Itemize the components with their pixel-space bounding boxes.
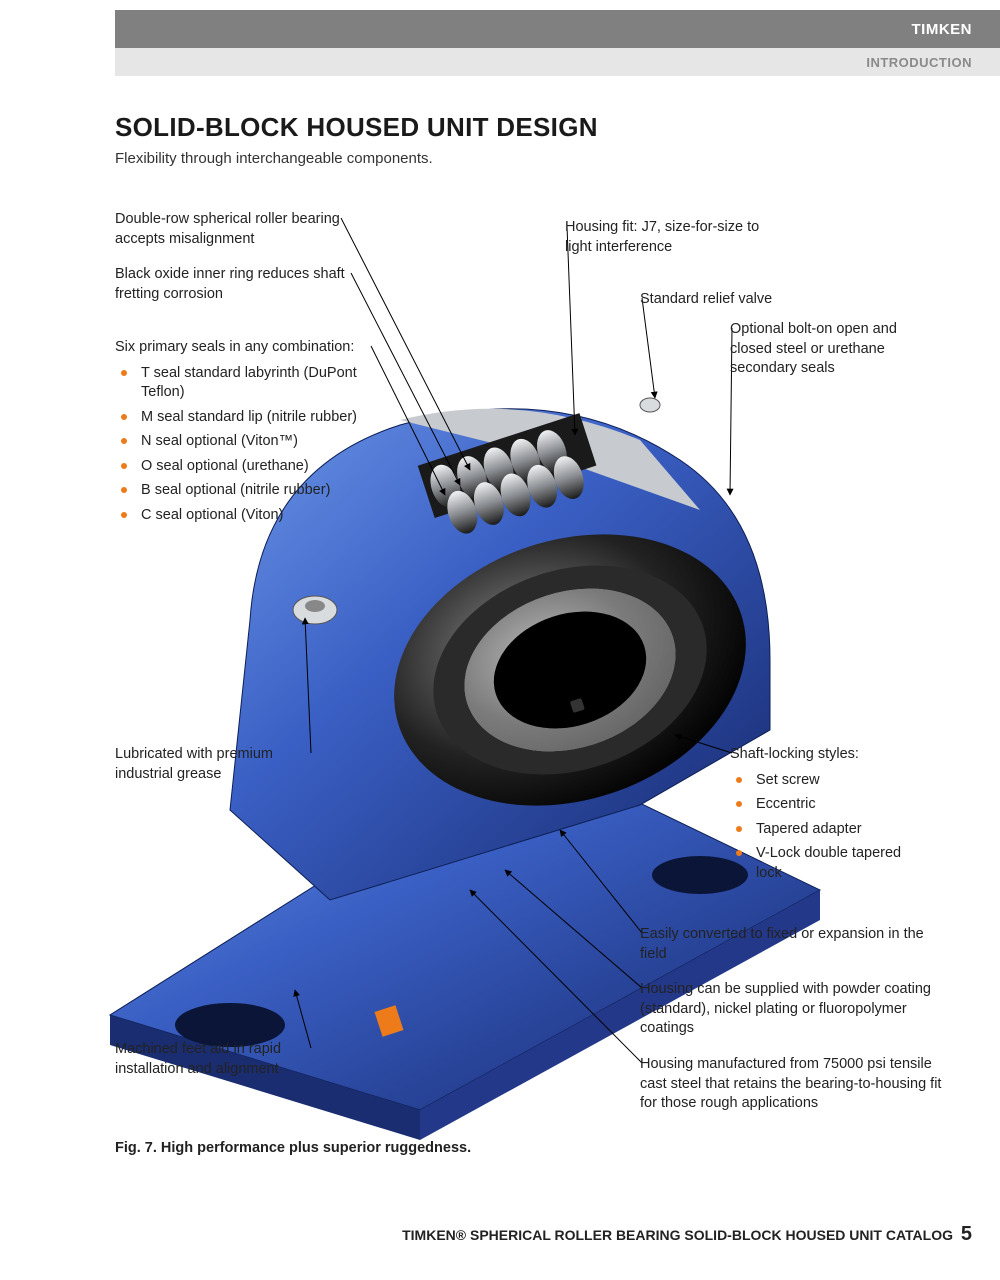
callout-relief: Standard relief valve [640,290,820,310]
list-item: Eccentric [752,795,930,815]
figure-caption: Fig. 7. High performance plus superior r… [115,1140,471,1156]
callout-text: Housing fit: J7, size-for-size to light … [565,218,785,257]
footer-text: TIMKEN® SPHERICAL ROLLER BEARING SOLID-B… [402,1227,953,1243]
list-item: Tapered adapter [752,820,930,840]
callout-text: Six primary seals in any combination: [115,338,375,358]
annotated-diagram: Double-row spherical roller bearing acce… [0,190,1000,1160]
callout-converted: Easily converted to fixed or expansion i… [640,925,940,964]
callout-secondary-seals: Optional bolt-on open and closed steel o… [730,320,930,379]
page-number: 5 [961,1223,972,1245]
callout-text: Shaft-locking styles: [730,745,930,765]
callout-text: Optional bolt-on open and closed steel o… [730,320,930,379]
callout-lubricated: Lubricated with premium industrial greas… [115,745,315,784]
brand-header: TIMKEN [115,10,1000,48]
callout-text: Lubricated with premium industrial greas… [115,745,315,784]
list-item: T seal standard labyrinth (DuPont Teflon… [137,364,375,403]
callout-text: Standard relief valve [640,290,820,310]
callout-text: Easily converted to fixed or expansion i… [640,925,940,964]
page-title: SOLID-BLOCK HOUSED UNIT DESIGN [115,112,598,143]
callout-seals: Six primary seals in any combination: T s… [115,338,375,531]
callout-housing-fit: Housing fit: J7, size-for-size to light … [565,218,785,257]
section-bar: INTRODUCTION [115,48,1000,76]
callout-text: Housing can be supplied with powder coat… [640,980,950,1039]
list-item: O seal optional (urethane) [137,457,375,477]
page-footer: TIMKEN® SPHERICAL ROLLER BEARING SOLID-B… [115,1223,972,1246]
list-item: V-Lock double tapered lock [752,844,930,883]
callout-black-oxide: Black oxide inner ring reduces shaft fre… [115,265,355,304]
callout-double-row: Double-row spherical roller bearing acce… [115,210,345,249]
callout-text: Double-row spherical roller bearing acce… [115,210,345,249]
callout-tensile: Housing manufactured from 75000 psi tens… [640,1055,960,1114]
list-item: Set screw [752,771,930,791]
callout-shaft-lock: Shaft-locking styles: Set screw Eccentric T… [730,745,930,888]
list-item: C seal optional (Viton) [137,506,375,526]
section-label: INTRODUCTION [866,55,972,70]
list-item: B seal optional (nitrile rubber) [137,481,375,501]
callout-text: Black oxide inner ring reduces shaft fre… [115,265,355,304]
page-subtitle: Flexibility through interchangeable comp… [115,150,433,167]
list-item: M seal standard lip (nitrile rubber) [137,408,375,428]
list-item: N seal optional (Viton™) [137,432,375,452]
callout-coating: Housing can be supplied with powder coat… [640,980,950,1039]
callout-feet: Machined feet aid in rapid installation … [115,1040,315,1079]
brand-name: TIMKEN [912,21,973,38]
callout-text: Housing manufactured from 75000 psi tens… [640,1055,960,1114]
callout-text: Machined feet aid in rapid installation … [115,1040,315,1079]
callout-list: Set screw Eccentric Tapered adapter V-Lock … [730,771,930,884]
callout-list: T seal standard labyrinth (DuPont Teflon… [115,364,375,526]
